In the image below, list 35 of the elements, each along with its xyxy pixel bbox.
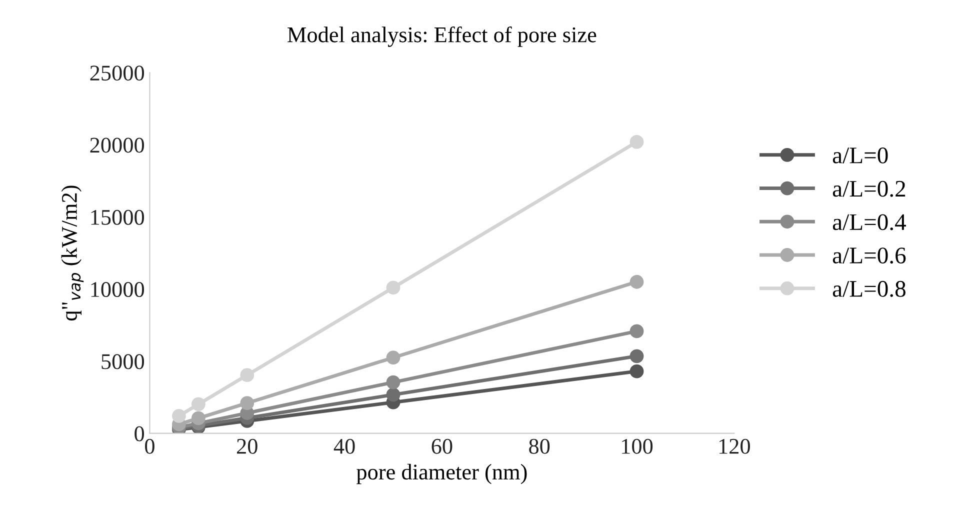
y-tick-label: 5000 xyxy=(102,354,144,370)
y-tick-label: 15000 xyxy=(91,210,144,225)
y-tick-label: 10000 xyxy=(91,282,144,298)
point xyxy=(630,349,644,364)
point xyxy=(386,388,400,402)
y-tick-label: 0 xyxy=(134,426,144,442)
point xyxy=(386,375,400,390)
point xyxy=(630,364,644,378)
point xyxy=(630,324,644,338)
x-tick-label: 100 xyxy=(622,438,653,454)
x-tick-label: 80 xyxy=(529,438,550,454)
legend-label: a/L=0.6 xyxy=(832,248,906,264)
point xyxy=(240,368,254,382)
x-tick-label: 20 xyxy=(237,438,258,454)
x-tick-label: 0 xyxy=(145,438,154,454)
point xyxy=(191,397,206,412)
point xyxy=(386,350,400,365)
x-tick-label: 40 xyxy=(334,438,355,454)
x-axis-title: pore diameter (nm) xyxy=(356,464,527,484)
chart-title: Model analysis: Effect of pore size xyxy=(288,26,596,47)
point xyxy=(386,280,400,295)
x-tick-label: 120 xyxy=(719,438,750,454)
point xyxy=(172,408,186,423)
legend-label: a/L=0.8 xyxy=(832,280,906,297)
legend-label: a/L=0.4 xyxy=(832,214,906,230)
legend-label: a/L=0 xyxy=(832,147,888,164)
y-tick-label: 20000 xyxy=(90,138,144,153)
point xyxy=(191,411,206,426)
point xyxy=(630,134,644,149)
y-tick-label: 25000 xyxy=(90,66,144,81)
x-tick-label: 60 xyxy=(432,438,452,454)
point xyxy=(240,396,254,410)
legend-label: a/L=0.2 xyxy=(832,180,906,197)
point xyxy=(630,274,644,289)
y-axis-title: q"$_{vap}$ (kW/m2) xyxy=(61,186,84,321)
